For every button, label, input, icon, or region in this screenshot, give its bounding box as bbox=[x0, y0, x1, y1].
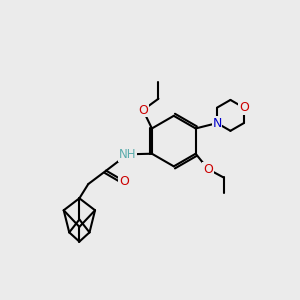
Text: NH: NH bbox=[119, 148, 136, 161]
Text: N: N bbox=[212, 117, 222, 130]
Text: O: O bbox=[138, 103, 148, 116]
Text: O: O bbox=[119, 175, 129, 188]
Text: O: O bbox=[203, 163, 213, 176]
Text: O: O bbox=[239, 101, 249, 114]
